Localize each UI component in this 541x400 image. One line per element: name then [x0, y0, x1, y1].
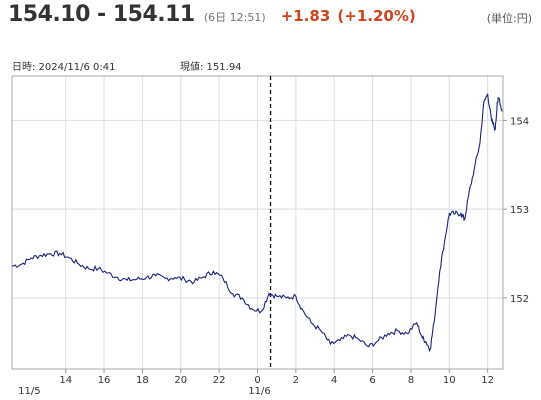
x-tick-label: 22 — [213, 375, 226, 386]
y-tick-label: 154 — [510, 116, 529, 127]
y-axis: 152 153 154 — [503, 116, 529, 305]
x-tick-label: 0 — [254, 375, 260, 386]
x-axis: 14 16 18 20 22 0 2 4 6 8 10 12 11/5 11/6 — [18, 369, 494, 397]
price-range: 154.10 - 154.11 — [8, 2, 195, 27]
x-tick-label: 12 — [481, 375, 494, 386]
y-tick-label: 153 — [510, 205, 529, 216]
x-tick-label: 18 — [136, 375, 149, 386]
quote-header: 154.10 - 154.11 (6日 12:51) +1.83 (+1.20%… — [8, 2, 538, 32]
x-tick-label: 16 — [98, 375, 111, 386]
grid-lines — [12, 76, 503, 369]
price-series-line — [11, 93, 503, 353]
quote-time: (6日 12:51) — [203, 11, 266, 24]
x-tick-label: 20 — [174, 375, 187, 386]
x-tick-label: 8 — [408, 375, 414, 386]
x-tick-label: 6 — [369, 375, 375, 386]
x-date-label: 11/6 — [248, 386, 270, 397]
x-date-label: 11/5 — [18, 386, 40, 397]
price-change-percent: (+1.20%) — [337, 7, 416, 25]
cursor-datetime: 日時: 2024/11/6 0:41 — [12, 62, 116, 73]
price-change: +1.83 — [280, 7, 331, 25]
x-tick-label: 14 — [59, 375, 72, 386]
x-tick-label: 2 — [293, 375, 299, 386]
x-tick-label: 4 — [331, 375, 337, 386]
unit-label: (単位:円) — [486, 12, 532, 25]
cursor-price: 現値: 151.94 — [180, 62, 242, 73]
y-tick-label: 152 — [510, 294, 529, 305]
x-tick-label: 10 — [443, 375, 456, 386]
